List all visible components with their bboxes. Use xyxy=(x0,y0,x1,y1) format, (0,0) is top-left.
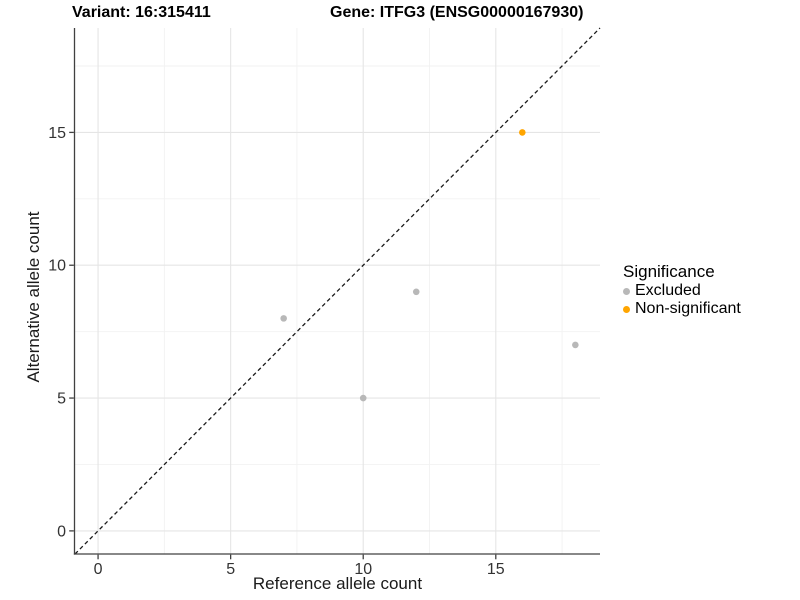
legend-item: Excluded xyxy=(623,282,741,300)
y-tick-label: 10 xyxy=(48,258,66,275)
legend-items: Excluded Non-significant xyxy=(623,282,741,318)
x-tick-label: 0 xyxy=(94,561,103,578)
axis-lines xyxy=(73,28,600,555)
x-axis-label: Reference allele count xyxy=(252,574,423,593)
series-non-significant xyxy=(519,129,526,136)
x-tick-label: 10 xyxy=(354,561,372,578)
identity-line xyxy=(74,27,601,555)
data-point xyxy=(519,129,526,136)
x-tick-label: 15 xyxy=(487,561,505,578)
axis-ticks: 0 5 10 15 0 5 10 15 xyxy=(48,125,505,578)
data-point xyxy=(359,394,367,402)
y-tick-label: 0 xyxy=(57,523,66,540)
legend-key-dot xyxy=(623,305,630,313)
data-point xyxy=(412,288,420,296)
legend-title: Significance xyxy=(623,262,715,281)
plot-title-gene: Gene: ITFG3 (ENSG00000167930) xyxy=(330,4,584,21)
series-excluded xyxy=(280,288,579,402)
legend-item-label: Excluded xyxy=(635,282,701,299)
legend: Significance Excluded Non-significant xyxy=(623,262,741,318)
y-tick-label: 15 xyxy=(48,125,66,142)
grid-minor xyxy=(75,28,600,554)
legend-item-label: Non-significant xyxy=(635,300,741,317)
y-tick-label: 5 xyxy=(57,391,66,408)
legend-item: Non-significant xyxy=(623,300,741,318)
grid-major xyxy=(75,28,600,554)
x-tick-label: 5 xyxy=(226,561,235,578)
plot-title-variant: Variant: 16:315411 xyxy=(72,4,211,21)
legend-key-dot xyxy=(623,287,630,295)
y-axis-label: Alternative allele count xyxy=(24,211,43,383)
data-point xyxy=(572,341,579,349)
data-point xyxy=(280,315,287,322)
